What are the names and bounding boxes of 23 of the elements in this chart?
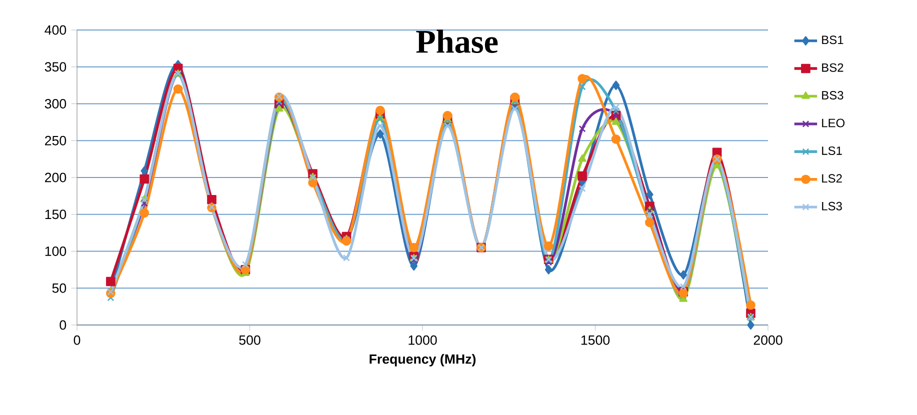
legend-label: LS1: [822, 146, 842, 155]
legend-label: LS2: [822, 174, 842, 183]
legend-label: BS1: [822, 36, 844, 44]
y-tick-label: 250: [45, 136, 66, 146]
x-tick-label: 1500: [581, 335, 610, 345]
legend-label: BS2: [822, 63, 844, 72]
y-tick-label: 50: [52, 283, 66, 293]
y-tick-label: 300: [44, 99, 66, 108]
legend-label: BS3: [822, 91, 844, 100]
y-tick-label: 150: [45, 210, 66, 220]
y-tick-label: 0: [60, 320, 66, 330]
x-tick-label: 2000: [754, 335, 782, 345]
y-tick-label: 200: [45, 172, 66, 182]
x-tick-label: 1000: [408, 335, 437, 345]
y-tick-label: 350: [44, 62, 66, 72]
y-tick-label: 100: [45, 246, 66, 256]
chart-title: Phase: [416, 30, 498, 53]
x-tick-label: 0: [74, 335, 80, 345]
x-axis-title: Frequency (MHz): [370, 354, 476, 366]
y-tick-label: 400: [44, 25, 66, 35]
legend-label: LEO: [822, 118, 845, 128]
x-tick-label: 500: [239, 335, 260, 345]
legend-label: LS3: [822, 202, 842, 210]
